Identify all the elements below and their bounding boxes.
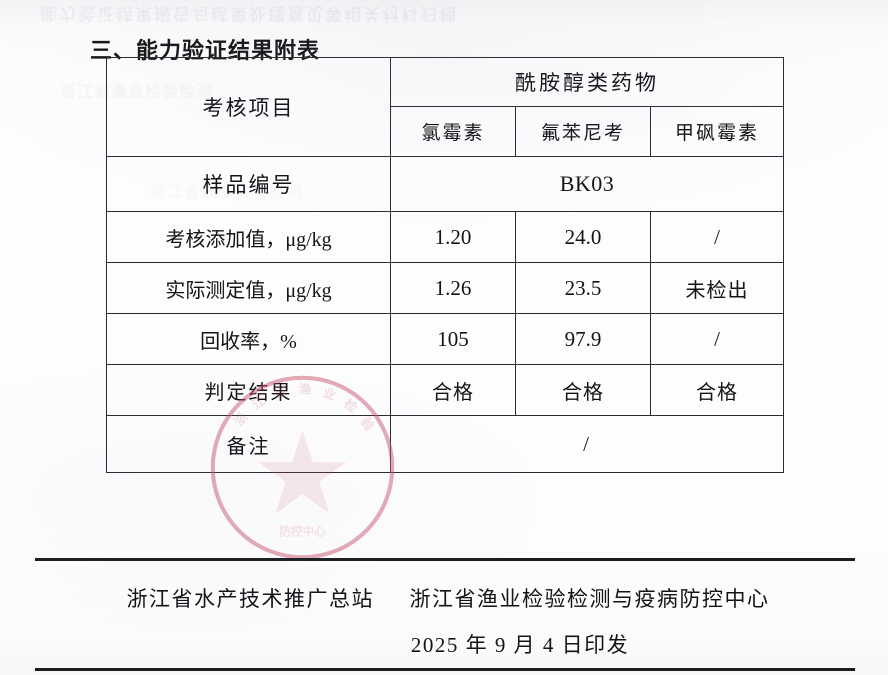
footer-organizations: 浙江省水产技术推广总站 浙江省渔业检验检测与疫病防控中心 (35, 583, 855, 613)
row-label-sample-id: 样品编号 (106, 156, 391, 212)
table-row: 备注 / (106, 415, 785, 473)
header-analyte-2: 甲砜霉素 (649, 106, 785, 157)
cell-measured-thiamphenicol: 未检出 (649, 262, 785, 314)
cell-recovery-chloramphenicol: 105 (390, 313, 516, 365)
row-label-spiked-value: 考核添加值，μg/kg (106, 211, 391, 263)
footer-org-right: 浙江省渔业检验检测与疫病防控中心 (409, 587, 770, 611)
header-analyte-0: 氯霉素 (390, 106, 516, 157)
table-row: 考核添加值，μg/kg 1.20 24.0 / (106, 211, 785, 263)
cell-spiked-florfenicol: 24.0 (515, 211, 651, 263)
cell-spiked-chloramphenicol: 1.20 (390, 211, 516, 263)
document-footer: 浙江省水产技术推广总站 浙江省渔业检验检测与疫病防控中心 2025 年 9 月 … (35, 558, 855, 671)
row-label-measured-value: 实际测定值，μg/kg (106, 262, 391, 314)
cell-measured-chloramphenicol: 1.26 (390, 262, 516, 314)
bleed-through-ghost-text-top: 能力验证结果报告与结果处理意见等相关材料归档 (40, 3, 458, 23)
svg-text:防控中心: 防控中心 (279, 525, 326, 539)
row-label-recovery-rate: 回收率，% (106, 313, 391, 365)
cell-sample-id-value: BK03 (389, 156, 785, 212)
row-label-remarks: 备注 (106, 415, 391, 473)
table-row: 实际测定值，μg/kg 1.26 23.5 未检出 (106, 262, 785, 314)
header-item-label: 考核项目 (106, 57, 391, 157)
table-header-row-analytes: 氯霉素 氟苯尼考 甲砜霉素 (107, 106, 785, 157)
cell-recovery-florfenicol: 97.9 (515, 313, 651, 365)
footer-rule-top (35, 558, 855, 561)
footer-rule-bottom (35, 668, 855, 671)
header-group-label: 酰胺醇类药物 (389, 57, 785, 107)
cell-measured-florfenicol: 23.5 (515, 262, 651, 314)
cell-remarks-value: / (389, 415, 785, 473)
results-table: 考核项目 酰胺醇类药物 氯霉素 氟苯尼考 甲砜霉素 样品编号 BK03 考核添加… (106, 57, 785, 473)
table-header-row-group: 考核项目 酰胺醇类药物 (106, 57, 785, 157)
row-label-verdict: 判定结果 (106, 364, 391, 416)
footer-org-left: 浙江省水产技术推广总站 (126, 587, 374, 611)
header-analyte-1: 氟苯尼考 (515, 106, 651, 157)
cell-recovery-thiamphenicol: / (649, 313, 785, 365)
results-table-container: 考核项目 酰胺醇类药物 氯霉素 氟苯尼考 甲砜霉素 样品编号 BK03 考核添加… (106, 57, 785, 473)
cell-spiked-thiamphenicol: / (649, 211, 785, 263)
cell-verdict-thiamphenicol: 合格 (649, 364, 785, 416)
table-row: 回收率，% 105 97.9 / (106, 313, 785, 365)
table-row: 判定结果 合格 合格 合格 (106, 364, 785, 416)
table-row: 样品编号 BK03 (106, 156, 785, 212)
footer-issue-date: 2025 年 9 月 4 日印发 (410, 633, 630, 657)
cell-verdict-chloramphenicol: 合格 (390, 364, 516, 416)
cell-verdict-florfenicol: 合格 (515, 364, 651, 416)
